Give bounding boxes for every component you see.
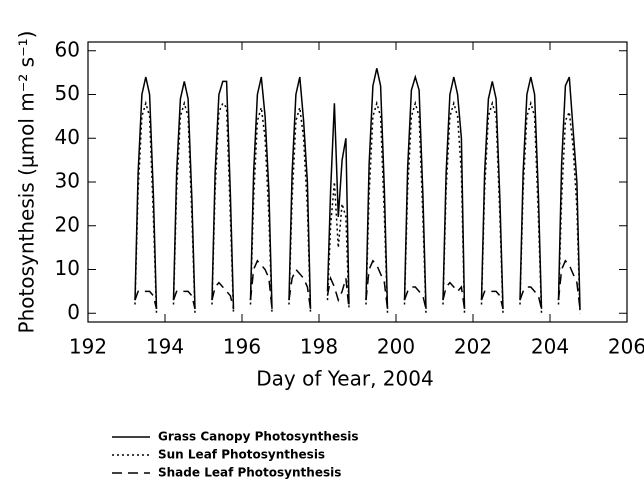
x-axis-label: Day of Year, 2004: [256, 367, 433, 391]
x-tick-label: 196: [223, 335, 261, 359]
plot-frame: [87, 41, 628, 323]
y-tick-label: 0: [67, 300, 80, 324]
x-tick-label: 200: [377, 335, 415, 359]
x-tick-label: 202: [454, 335, 492, 359]
y-tick-label: 10: [55, 256, 80, 280]
legend-label: Shade Leaf Photosynthesis: [158, 466, 341, 480]
x-tick-label: 192: [69, 335, 107, 359]
y-axis-label: Photosynthesis (µmol m⁻² s⁻¹): [15, 31, 39, 334]
y-tick-label: 40: [55, 125, 80, 149]
y-tick-label: 20: [55, 212, 80, 236]
legend-label: Grass Canopy Photosynthesis: [158, 430, 359, 444]
series-line: [134, 100, 581, 314]
legend-label: Sun Leaf Photosynthesis: [158, 448, 325, 462]
y-tick-label: 60: [55, 37, 80, 61]
x-tick-label: 198: [300, 335, 338, 359]
series-line: [134, 68, 581, 309]
y-tick-label: 50: [55, 81, 80, 105]
x-tick-label: 204: [531, 335, 569, 359]
x-tick-label: 194: [146, 335, 184, 359]
y-tick-label: 30: [55, 169, 80, 193]
series-line: [134, 259, 581, 310]
x-tick-label: 206: [608, 335, 644, 359]
